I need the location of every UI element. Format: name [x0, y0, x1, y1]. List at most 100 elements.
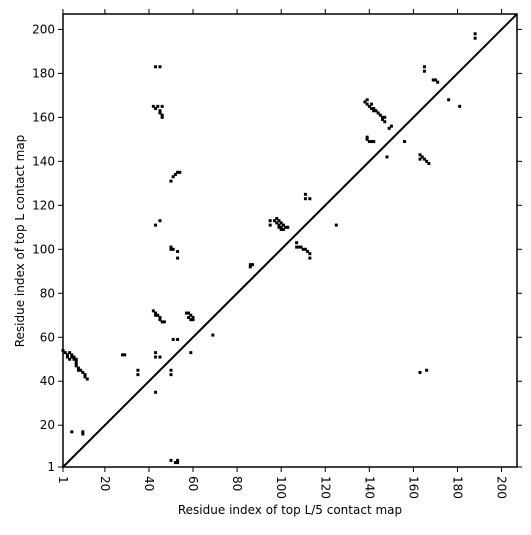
contact-point [363, 100, 367, 104]
contact-point [308, 256, 312, 260]
contact-point [277, 219, 281, 223]
contact-point [436, 80, 440, 84]
contact-point [295, 241, 299, 245]
contact-point [286, 225, 290, 229]
contact-point [83, 375, 87, 379]
contact-point [376, 111, 380, 115]
contact-point [189, 313, 193, 317]
y-tick-label: 100 [32, 242, 55, 256]
contact-point [458, 104, 462, 108]
diagonal [62, 13, 518, 468]
contact-point [169, 245, 173, 249]
contact-point [169, 458, 173, 462]
contact-point [176, 249, 180, 253]
contact-point [418, 153, 422, 157]
y-tick-label: 160 [32, 110, 55, 124]
y-tick-label: 80 [40, 286, 55, 300]
y-tick-label: 140 [32, 154, 55, 168]
contact-point [70, 355, 74, 359]
contact-point [277, 225, 281, 229]
contact-point [306, 249, 310, 253]
contact-point [173, 461, 177, 465]
contact-point [383, 120, 387, 124]
contact-point [191, 315, 195, 319]
contact-point [211, 333, 215, 337]
x-tick-label: 120 [318, 476, 332, 499]
contact-point [81, 430, 85, 434]
contact-point [365, 135, 369, 139]
contact-point [372, 107, 376, 111]
contact-point [81, 370, 85, 374]
contact-point [136, 373, 140, 377]
contact-point [169, 247, 173, 251]
contact-point [184, 311, 188, 315]
contact-point [381, 118, 385, 122]
contact-point [136, 368, 140, 372]
x-tick-label: 160 [406, 476, 420, 499]
contact-point [76, 366, 80, 370]
x-tick-label: 20 [98, 476, 112, 491]
contact-point [176, 461, 180, 465]
contact-point [154, 313, 158, 317]
contact-point [63, 351, 67, 355]
contact-point [189, 351, 193, 355]
contact-point [158, 219, 162, 223]
contact-point [176, 337, 180, 341]
contact-point [281, 223, 285, 227]
contact-point [248, 265, 252, 269]
contact-point [191, 318, 195, 322]
contact-point [154, 355, 158, 359]
contact-point [160, 320, 164, 324]
x-tick-label: 40 [142, 476, 156, 491]
contact-point [81, 432, 85, 436]
contact-point [418, 157, 422, 161]
contact-point [268, 223, 272, 227]
contact-point [367, 140, 371, 144]
contact-point [158, 318, 162, 322]
contact-point [308, 197, 312, 201]
contact-point [367, 104, 371, 108]
contact-point [160, 113, 164, 117]
contact-point [158, 65, 162, 69]
contact-point [151, 309, 155, 313]
contact-point [425, 368, 429, 372]
contact-point [420, 155, 424, 159]
contact-point [61, 348, 65, 352]
x-tick-label: 200 [495, 476, 509, 499]
y-tick-label: 200 [32, 22, 55, 36]
contact-point [431, 78, 435, 82]
contact-point [154, 311, 158, 315]
contact-point [72, 355, 76, 359]
contact-point [187, 311, 191, 315]
plot-frame [62, 13, 518, 468]
contact-point [72, 357, 76, 361]
contact-point [74, 364, 78, 368]
contact-point [277, 223, 281, 227]
contact-point [284, 225, 288, 229]
contact-point [365, 137, 369, 141]
contact-point [169, 368, 173, 372]
contact-point [372, 140, 376, 144]
contact-point [422, 69, 426, 73]
contact-point [378, 113, 382, 117]
contact-point [171, 337, 175, 341]
contact-point [433, 78, 437, 82]
contact-point [121, 353, 125, 357]
contact-point [70, 353, 74, 357]
contact-point [83, 373, 87, 377]
contact-point [154, 390, 158, 394]
contact-point [65, 355, 69, 359]
contact-point [176, 256, 180, 260]
contact-point [303, 197, 307, 201]
contact-point [158, 109, 162, 113]
contact-point [158, 111, 162, 115]
contact-point [370, 102, 374, 106]
contact-point [176, 458, 180, 462]
contact-point [158, 315, 162, 319]
contact-point [154, 65, 158, 69]
contact-point [303, 192, 307, 196]
contact-point [65, 353, 69, 357]
contact-point [189, 318, 193, 322]
contact-point [275, 221, 279, 225]
contact-point [403, 140, 407, 144]
